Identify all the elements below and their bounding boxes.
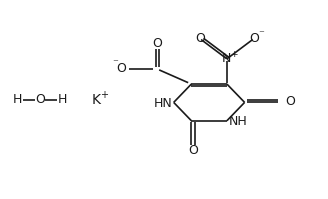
Text: ⁻: ⁻ bbox=[258, 29, 264, 39]
Text: +: + bbox=[100, 90, 108, 100]
Text: O: O bbox=[35, 93, 45, 106]
Text: H: H bbox=[12, 93, 22, 106]
Text: O: O bbox=[286, 95, 296, 108]
Text: H: H bbox=[58, 93, 67, 106]
Text: O: O bbox=[116, 62, 126, 75]
Text: ⁻: ⁻ bbox=[113, 58, 118, 68]
Text: NH: NH bbox=[229, 115, 247, 128]
Text: N: N bbox=[222, 52, 232, 65]
Text: O: O bbox=[153, 37, 162, 50]
Text: O: O bbox=[249, 32, 259, 45]
Text: O: O bbox=[188, 144, 198, 157]
Text: K: K bbox=[91, 93, 100, 106]
Text: +: + bbox=[230, 50, 238, 59]
Text: HN: HN bbox=[153, 97, 172, 110]
Text: O: O bbox=[195, 32, 205, 45]
